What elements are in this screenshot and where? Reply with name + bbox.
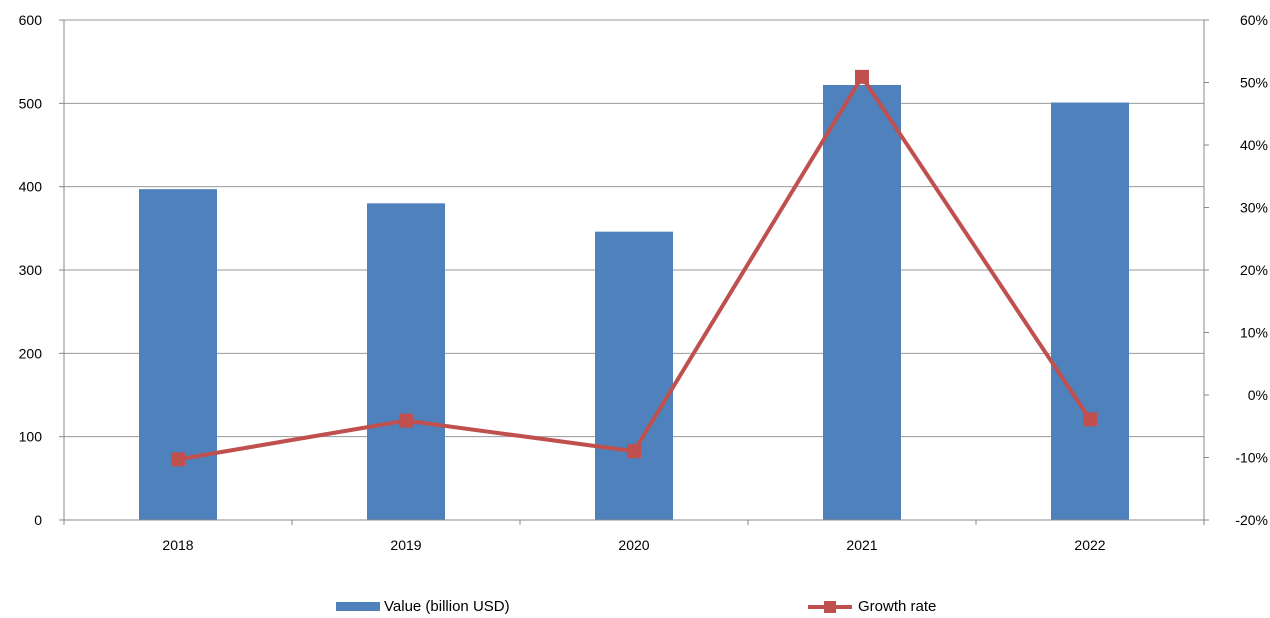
right-tick-label: 20% [1240,262,1268,278]
right-tick-label: 40% [1240,137,1268,153]
legend-label-growth: Growth rate [858,598,936,615]
right-tick-label: -10% [1235,450,1268,466]
growth-marker [1083,412,1097,427]
right-tick-label: 10% [1240,325,1268,341]
x-tick-label: 2020 [618,537,649,553]
legend-bar-swatch [336,602,380,611]
growth-marker [171,452,185,467]
x-tick-label: 2018 [162,537,193,553]
x-axis-ticks: 2018 2019 2020 2021 2022 [63,520,1205,553]
growth-marker [627,444,641,459]
left-tick-label: 0 [34,512,42,528]
x-tick-label: 2022 [1074,537,1105,553]
bar [139,189,217,520]
left-tick-label: 300 [19,262,43,278]
legend: Value (billion USD) Growth rate [336,598,936,615]
right-tick-label: 50% [1240,75,1268,91]
growth-marker [855,69,869,84]
bar [595,231,673,520]
bar [1051,102,1129,520]
legend-item-value: Value (billion USD) [336,598,510,615]
right-axis-ticks: -20% -10% 0% 10% 20% 30% 40% 50% 60% [1204,12,1268,528]
line-series [171,69,1097,467]
right-tick-label: 0% [1248,387,1268,403]
x-tick-label: 2019 [390,537,421,553]
left-tick-label: 200 [19,345,43,361]
left-tick-label: 100 [19,429,43,445]
right-tick-label: -20% [1235,512,1268,528]
right-tick-label: 30% [1240,200,1268,216]
left-axis-ticks: 0 100 200 300 400 500 600 [19,12,64,528]
x-tick-label: 2021 [846,537,877,553]
legend-label-value: Value (billion USD) [384,598,510,615]
bar [367,203,445,521]
bar-series [139,85,1129,521]
left-tick-label: 500 [19,95,43,111]
growth-marker [399,413,413,428]
bar [823,85,901,520]
left-tick-label: 400 [19,179,43,195]
legend-marker-swatch [824,601,836,613]
left-tick-label: 600 [19,12,43,28]
legend-item-growth: Growth rate [808,598,936,615]
right-tick-label: 60% [1240,12,1268,28]
